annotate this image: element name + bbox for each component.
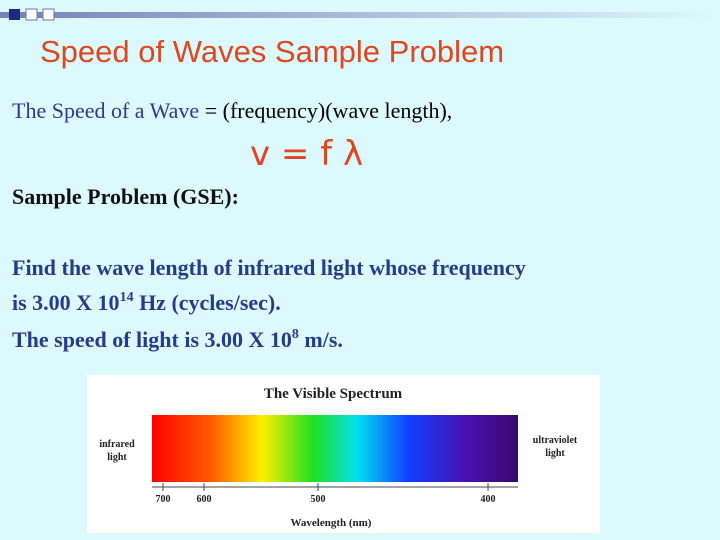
tick-label: 400 xyxy=(481,494,496,505)
tick-label: 700 xyxy=(156,494,171,505)
formula-line: The Speed of a Wave = (frequency)(wave l… xyxy=(12,98,452,124)
square xyxy=(25,8,38,21)
formula-term: The Speed of a Wave xyxy=(12,98,200,123)
right-label: light xyxy=(545,448,565,459)
exponent: 14 xyxy=(119,290,134,305)
square xyxy=(9,9,20,20)
header-decoration xyxy=(0,8,720,21)
problem-line: Find the wave length of infrared light w… xyxy=(12,255,526,280)
problem-line: is 3.00 X 1014 Hz (cycles/sec). xyxy=(12,290,281,316)
tick-label: 600 xyxy=(197,494,212,505)
equation: v = f λ xyxy=(250,134,364,174)
text: is 3.00 X 10 xyxy=(12,290,120,315)
sample-heading: Sample Problem (GSE): xyxy=(12,184,239,209)
text: The speed of light is 3.00 X 10 xyxy=(12,327,292,352)
left-label: light xyxy=(107,452,127,463)
square xyxy=(42,8,55,21)
text: Hz (cycles/sec). xyxy=(139,290,281,315)
right-label: ultraviolet xyxy=(533,435,578,446)
formula-definition: (frequency)(wave length), xyxy=(222,98,453,123)
header-bar xyxy=(0,12,720,18)
spectrum-figure: The Visible Spectrum infrared light ultr… xyxy=(87,375,600,533)
formula-equals: = xyxy=(204,98,218,123)
problem-line: The speed of light is 3.00 X 108 m/s. xyxy=(12,327,343,353)
spectrum-bar xyxy=(152,415,518,482)
left-label: infrared xyxy=(99,439,135,450)
spectrum-title: The Visible Spectrum xyxy=(264,386,403,402)
exponent: 8 xyxy=(291,327,299,342)
axis-label: Wavelength (nm) xyxy=(291,517,372,529)
title: Speed of Waves Sample Problem xyxy=(40,34,505,69)
tick-label: 500 xyxy=(311,494,326,505)
text: m/s. xyxy=(304,327,343,352)
